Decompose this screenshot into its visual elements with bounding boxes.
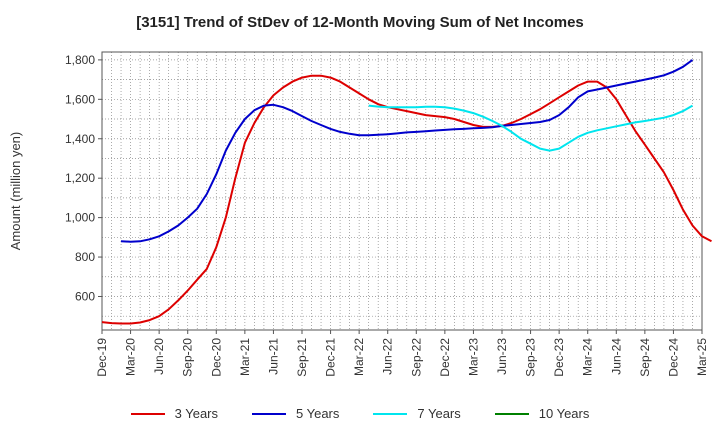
legend-swatch bbox=[252, 412, 286, 415]
y-tick-label: 1,600 bbox=[65, 92, 95, 106]
legend-label: 5 Years bbox=[296, 406, 340, 421]
legend-item: 3 Years bbox=[130, 406, 218, 421]
x-tick-label: Mar-20 bbox=[124, 338, 138, 376]
x-tick-label: Sep-22 bbox=[409, 338, 423, 377]
legend: 3 Years 5 Years 7 Years 10 Years bbox=[0, 406, 720, 421]
series-line-7-years bbox=[368, 104, 694, 152]
x-tick-label: Mar-24 bbox=[581, 338, 595, 376]
y-tick-label: 1,800 bbox=[65, 53, 95, 67]
series-line-3-years bbox=[101, 74, 712, 325]
legend-swatch bbox=[373, 412, 408, 415]
x-tick-label: Dec-24 bbox=[666, 338, 680, 377]
legend-label: 7 Years bbox=[417, 406, 461, 421]
x-tick-label: Jun-21 bbox=[266, 338, 280, 375]
x-tick-label: Sep-23 bbox=[524, 338, 538, 377]
chart-title: [3151] Trend of StDev of 12-Month Moving… bbox=[136, 14, 584, 31]
x-tick-label: Mar-22 bbox=[352, 338, 366, 376]
series-line-5-years bbox=[120, 59, 694, 243]
x-tick-label: Mar-25 bbox=[695, 338, 709, 376]
y-tick-label: 1,400 bbox=[65, 132, 95, 146]
y-tick-label: 600 bbox=[75, 289, 95, 303]
x-tick-label: Sep-21 bbox=[295, 338, 309, 377]
legend-label: 3 Years bbox=[174, 406, 218, 421]
x-tick-label: Dec-21 bbox=[324, 338, 338, 377]
legend-label: 10 Years bbox=[538, 406, 590, 421]
x-tick-label: Dec-20 bbox=[209, 338, 223, 377]
x-tick-label: Mar-21 bbox=[238, 338, 252, 376]
x-tick-label: Dec-22 bbox=[438, 338, 452, 377]
y-tick-label: 800 bbox=[75, 250, 95, 264]
x-tick-label: Dec-19 bbox=[95, 338, 109, 377]
x-tick-label: Jun-22 bbox=[381, 338, 395, 375]
x-tick-label: Jun-20 bbox=[152, 338, 166, 375]
legend-swatch bbox=[130, 412, 165, 415]
y-tick-label: 1,200 bbox=[65, 171, 95, 185]
plot-frame bbox=[101, 51, 703, 331]
legend-item: 5 Years bbox=[252, 406, 339, 421]
x-tick-label: Sep-24 bbox=[638, 338, 652, 377]
x-tick-label: Mar-23 bbox=[466, 338, 480, 376]
x-tick-label: Dec-23 bbox=[552, 338, 566, 377]
x-tick-label: Jun-23 bbox=[495, 338, 509, 375]
x-tick-label: Jun-24 bbox=[609, 338, 623, 375]
legend-item: 7 Years bbox=[373, 406, 461, 421]
legend-item: 10 Years bbox=[494, 406, 590, 421]
y-tick-label: 1,000 bbox=[65, 211, 95, 225]
x-tick-label: Sep-20 bbox=[181, 338, 195, 377]
y-axis-label: Amount (million yen) bbox=[8, 132, 23, 251]
legend-swatch bbox=[494, 412, 529, 415]
